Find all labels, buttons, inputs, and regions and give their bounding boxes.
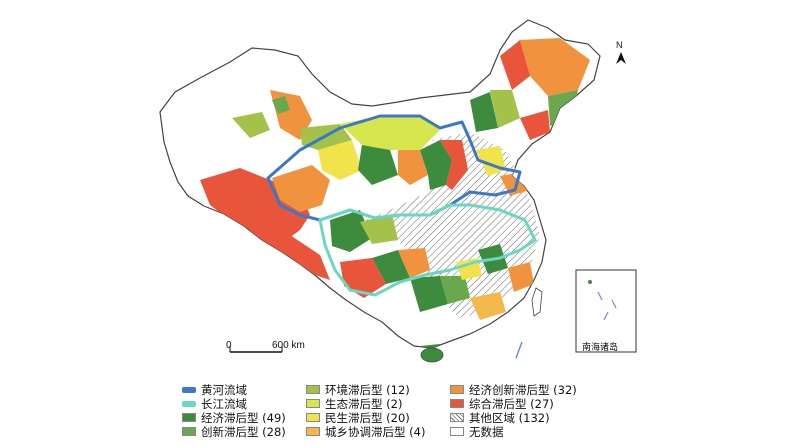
scale-bar xyxy=(229,346,283,353)
yangtze-basin xyxy=(318,203,537,297)
hainan-island xyxy=(420,347,444,363)
shaanxi-green xyxy=(420,140,452,190)
scale-end-label: 600 km xyxy=(272,340,305,351)
north-label: N xyxy=(616,40,623,50)
gansu-green xyxy=(358,145,398,185)
xinjiang-lime xyxy=(232,112,270,138)
scale-start-label: 0 xyxy=(226,340,232,351)
ne-orange xyxy=(520,38,590,96)
yunnan-red xyxy=(340,258,386,298)
shanxi-red xyxy=(440,140,468,190)
guangxi-lime xyxy=(440,276,470,304)
south-sea-inset xyxy=(575,269,637,353)
fujian-orange xyxy=(508,262,534,292)
ningxia-orange xyxy=(398,150,428,185)
ne-lime xyxy=(490,90,520,128)
guizhou-orange xyxy=(398,248,430,278)
yunnan-green xyxy=(372,250,410,284)
sea-dash xyxy=(515,341,523,359)
guangdong-orange xyxy=(470,292,506,320)
ne-red xyxy=(500,40,530,90)
ne-green xyxy=(548,90,578,126)
ne-green2 xyxy=(470,92,498,132)
sichuan-lime xyxy=(360,214,398,244)
gansu-lime xyxy=(340,116,440,150)
ne-red2 xyxy=(520,110,550,140)
qinghai-orange xyxy=(272,165,330,212)
xinjiang-green xyxy=(272,96,290,114)
sichuan-green xyxy=(330,210,372,252)
qinghai-yellow xyxy=(318,140,362,180)
guangxi-green xyxy=(410,276,448,312)
hunan-yellow xyxy=(456,258,482,280)
inset-label: 南海诸岛 xyxy=(582,343,619,353)
taiwan xyxy=(531,287,543,317)
north-arrow-icon xyxy=(616,52,626,64)
sw-tibet-red xyxy=(250,230,330,280)
